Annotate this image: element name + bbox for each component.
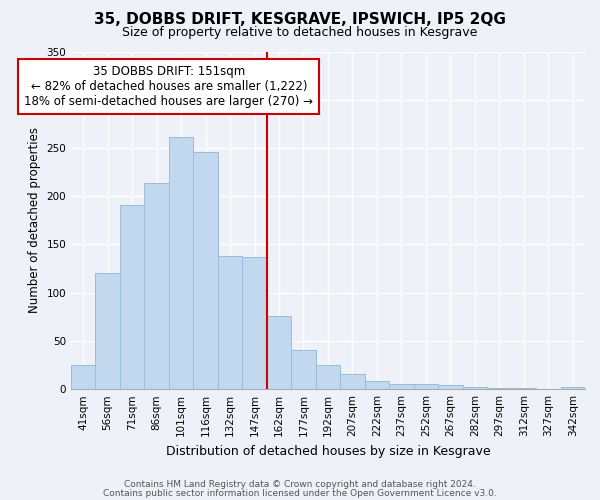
Bar	[169, 138, 193, 389]
X-axis label: Distribution of detached houses by size in Kesgrave: Distribution of detached houses by size …	[166, 444, 490, 458]
Bar	[365, 382, 389, 389]
Bar	[218, 256, 242, 389]
Bar	[120, 205, 145, 389]
Bar	[512, 388, 536, 389]
Y-axis label: Number of detached properties: Number of detached properties	[28, 128, 41, 314]
Text: 35, DOBBS DRIFT, KESGRAVE, IPSWICH, IP5 2QG: 35, DOBBS DRIFT, KESGRAVE, IPSWICH, IP5 …	[94, 12, 506, 28]
Bar	[560, 388, 585, 389]
Bar	[340, 374, 365, 389]
Text: 35 DOBBS DRIFT: 151sqm
← 82% of detached houses are smaller (1,222)
18% of semi-: 35 DOBBS DRIFT: 151sqm ← 82% of detached…	[25, 65, 313, 108]
Bar	[267, 316, 291, 389]
Bar	[291, 350, 316, 389]
Bar	[145, 182, 169, 389]
Bar	[95, 274, 120, 389]
Bar	[242, 257, 267, 389]
Bar	[413, 384, 438, 389]
Bar	[487, 388, 512, 389]
Text: Contains public sector information licensed under the Open Government Licence v3: Contains public sector information licen…	[103, 488, 497, 498]
Bar	[193, 152, 218, 389]
Bar	[438, 386, 463, 389]
Text: Size of property relative to detached houses in Kesgrave: Size of property relative to detached ho…	[122, 26, 478, 39]
Bar	[463, 388, 487, 389]
Bar	[316, 365, 340, 389]
Bar	[71, 365, 95, 389]
Bar	[389, 384, 413, 389]
Text: Contains HM Land Registry data © Crown copyright and database right 2024.: Contains HM Land Registry data © Crown c…	[124, 480, 476, 489]
